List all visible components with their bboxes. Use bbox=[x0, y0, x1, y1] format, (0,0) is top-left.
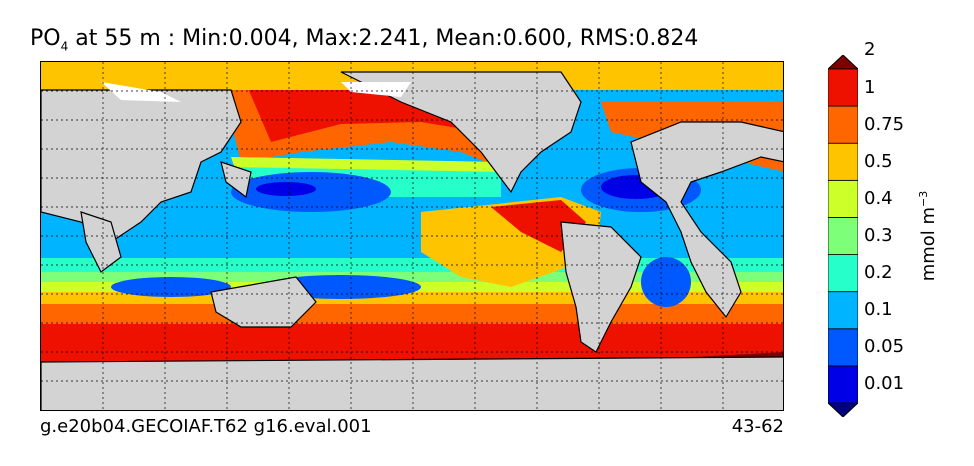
colorbar-bin bbox=[828, 328, 858, 367]
colorbar-tick-label: 0.01 bbox=[864, 373, 905, 395]
colorbar-bin bbox=[828, 105, 858, 144]
colorbar-tick-label: 0.1 bbox=[864, 299, 893, 321]
colorbar-arrow-low bbox=[828, 402, 858, 417]
sea-ice-1 bbox=[101, 82, 181, 102]
plot-title: PO4 at 55 m : Min:0.004, Max:2.241, Mean… bbox=[30, 26, 698, 53]
colorbar-tick-label: 2 bbox=[864, 39, 876, 61]
colorbar-bin bbox=[828, 179, 858, 218]
unit-base: mmol m bbox=[918, 206, 939, 282]
map-panel bbox=[40, 61, 784, 411]
colorbar-tick-label: 0.2 bbox=[864, 262, 893, 284]
unit-exponent: −3 bbox=[917, 190, 930, 207]
land-australia bbox=[210, 276, 317, 328]
colorbar-segments bbox=[828, 55, 858, 417]
land-asia-east bbox=[220, 161, 252, 199]
colorbar-bin bbox=[828, 365, 858, 404]
land-antarctica bbox=[41, 356, 783, 410]
po4-map bbox=[41, 62, 783, 410]
colorbar-tick-label: 0.75 bbox=[864, 113, 905, 135]
indian-ocean-gyre bbox=[111, 277, 231, 297]
land-masses bbox=[41, 71, 783, 410]
title-variable: PO bbox=[30, 26, 61, 51]
sea-ice-2 bbox=[341, 82, 411, 97]
colorbar-bin bbox=[828, 291, 858, 330]
title-subscript: 4 bbox=[60, 39, 69, 54]
title-stats: at 55 m : Min:0.004, Max:2.241, Mean:0.6… bbox=[68, 26, 699, 51]
map-gridlines bbox=[41, 62, 783, 410]
colorbar-bin bbox=[828, 68, 858, 107]
colorbar-tick-label: 1 bbox=[864, 76, 876, 98]
colorbar-bin bbox=[828, 254, 858, 293]
subtropical-gyre-np-core bbox=[256, 182, 316, 196]
colorbar-tick-label: 0.5 bbox=[864, 150, 893, 172]
colorbar-tick-label: 0.3 bbox=[864, 225, 893, 246]
colorbar-tick-label: 0.4 bbox=[864, 187, 893, 209]
land-north-america bbox=[340, 71, 582, 194]
colorbar-bin bbox=[828, 217, 858, 255]
colorbar-bin bbox=[828, 142, 858, 181]
colorbar-unit-label: mmol m−3 bbox=[917, 191, 939, 282]
colorbar bbox=[828, 55, 858, 417]
south-atlantic-gyre bbox=[641, 257, 691, 307]
colorbar-tick-label: 0.05 bbox=[864, 336, 905, 358]
colorbar-arrow-high bbox=[828, 55, 858, 70]
year-range: 43-62 bbox=[731, 416, 784, 437]
land-eurasia bbox=[41, 89, 242, 243]
land-south-america bbox=[560, 221, 642, 353]
run-name: g.e20b04.GECOIAF.T62 g16.eval.001 bbox=[40, 416, 372, 437]
land-africa-east bbox=[80, 211, 122, 273]
land-africa-europe bbox=[630, 121, 783, 319]
